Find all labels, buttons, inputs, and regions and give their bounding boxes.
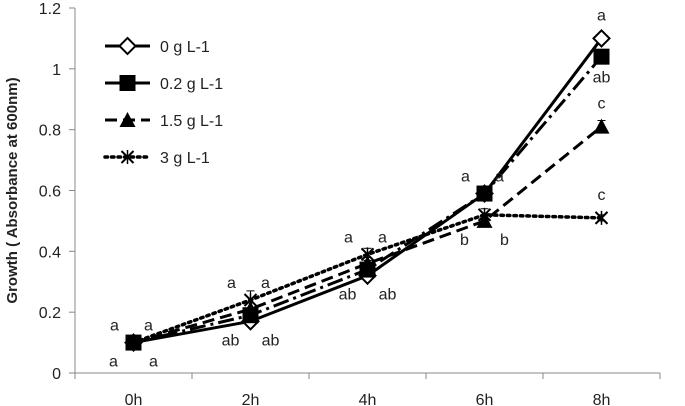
x-tick-label: 6h	[476, 392, 494, 406]
legend-item-1: 0 g L-1	[105, 36, 210, 56]
significance-label: a	[144, 318, 153, 335]
significance-label: a	[110, 318, 119, 335]
significance-label: a	[344, 229, 353, 246]
y-tick-label: 1	[52, 62, 61, 79]
data-point-triangle	[359, 255, 376, 271]
y-tick-label: 0.6	[39, 184, 61, 201]
series-4	[126, 207, 609, 350]
significance-label: a	[109, 354, 118, 371]
significance-label: c	[598, 96, 606, 113]
data-point-square	[593, 48, 610, 65]
significance-label: ab	[593, 70, 611, 87]
data-point-star	[594, 210, 609, 225]
x-tick-label: 2h	[242, 392, 260, 406]
data-point-star	[360, 247, 375, 262]
data-point-star	[477, 207, 492, 222]
x-tick-label: 0h	[125, 392, 143, 406]
significance-label: ab	[379, 287, 397, 304]
data-point-star	[120, 150, 135, 164]
y-tick-label: 1.2	[39, 1, 61, 18]
significance-label: ab	[339, 287, 357, 304]
data-point-diamond	[592, 29, 611, 48]
significance-label: a	[149, 354, 158, 371]
data-point-triangle	[593, 118, 610, 134]
x-tick-label: 8h	[593, 392, 611, 406]
significance-label: b	[460, 232, 469, 249]
legend-label: 0 g L-1	[160, 39, 210, 56]
legend-item-4: 3 g L-1	[103, 150, 210, 167]
x-tick-label: 4h	[359, 392, 377, 406]
series-layer	[124, 29, 611, 352]
significance-label: a	[378, 229, 387, 246]
axes: 0 0.2 0.4 0.6 0.8 1 1.2 0h 2h 4h 6h 8h Growth ( Abso…	[4, 1, 661, 406]
data-point-diamond	[118, 36, 137, 56]
series-2	[125, 48, 610, 351]
significance-label: a	[461, 169, 470, 186]
y-tick-label: 0.8	[39, 123, 61, 140]
legend-item-3: 1.5 g L-1	[105, 112, 223, 130]
legend-label: 0.2 g L-1	[160, 76, 223, 93]
data-point-star	[243, 293, 258, 307]
y-tick-label: 0.2	[39, 305, 61, 322]
y-axis-title: Growth ( Absorbance at 600nm)	[4, 77, 21, 303]
legend-label: 3 g L-1	[160, 150, 210, 167]
y-tick-label: 0.4	[39, 244, 61, 261]
legend: 0 g L-1 0.2 g L-1 1.5 g L-1 3 g L-1	[103, 36, 223, 167]
significance-label: a	[495, 169, 504, 186]
data-point-triangle	[119, 112, 136, 127]
significance-label: c	[598, 187, 606, 204]
data-point-star	[126, 335, 141, 350]
significance-label: ab	[262, 332, 280, 349]
legend-label: 1.5 g L-1	[160, 113, 223, 130]
series-line	[133, 55, 603, 345]
significance-label: b	[500, 232, 509, 249]
significance-label: a	[227, 275, 236, 292]
data-point-square	[476, 185, 493, 202]
y-tick-label: 0	[52, 366, 61, 383]
legend-item-2: 0.2 g L-1	[105, 75, 223, 93]
significance-label: a	[261, 275, 270, 292]
significance-label: ab	[222, 332, 240, 349]
significance-label: a	[597, 7, 606, 24]
data-point-square	[119, 75, 136, 91]
series-line	[133, 125, 603, 345]
